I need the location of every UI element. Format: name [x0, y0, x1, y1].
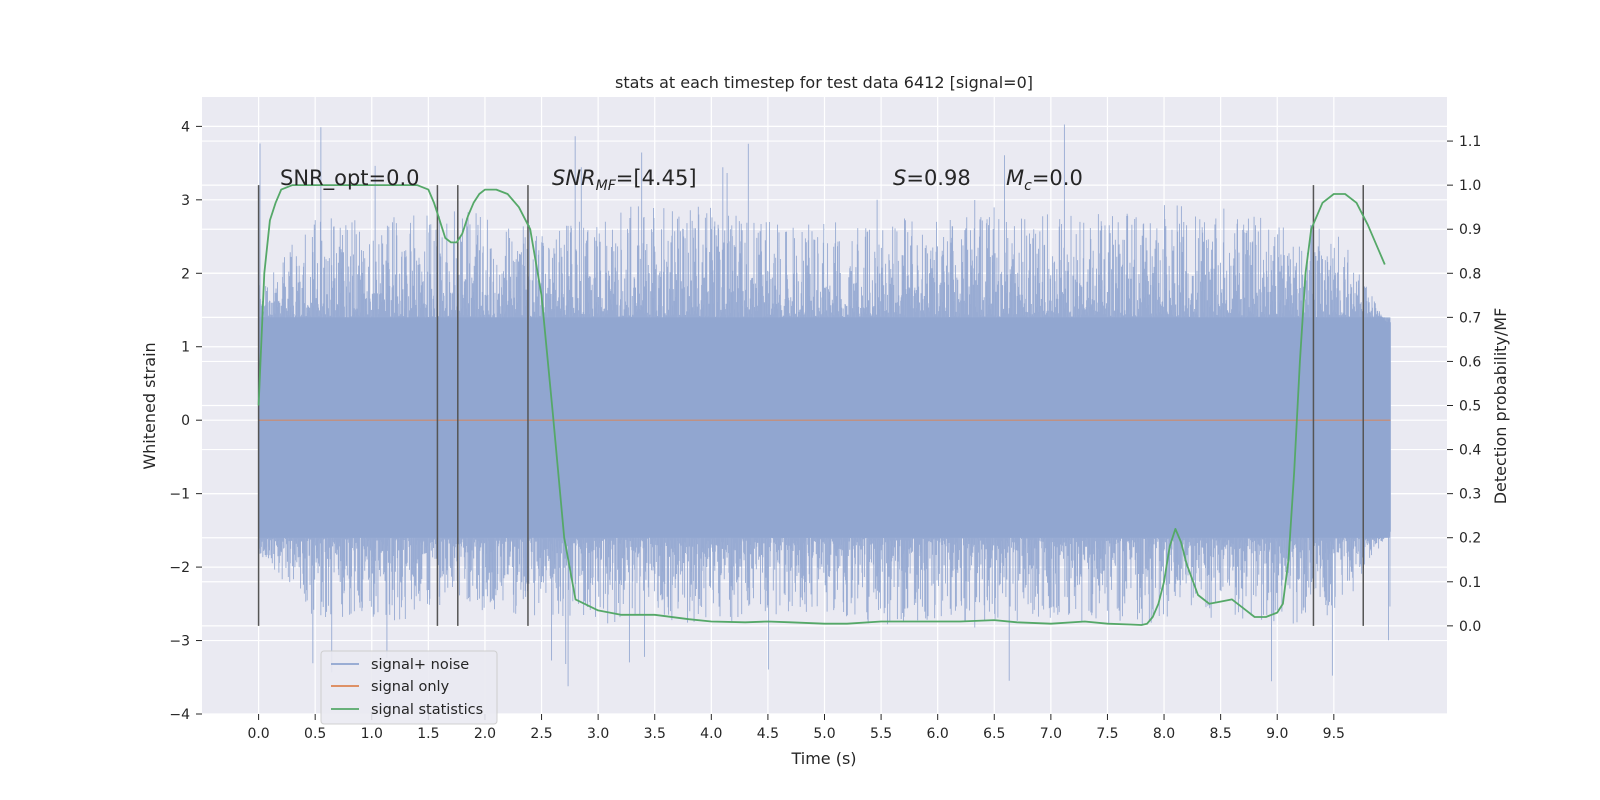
y2-tick-label: 0.5 — [1459, 399, 1481, 415]
x-tick-label: 1.0 — [361, 726, 383, 742]
y-axis-ticks: 4 3 2 1 0 −1 −2 −3 −4 — [169, 119, 202, 723]
x-tick-label: 0.5 — [304, 726, 326, 742]
y-tick-label: −2 — [169, 560, 190, 576]
y-tick-label: −3 — [169, 634, 190, 650]
y2-tick-label: 0.2 — [1459, 531, 1481, 547]
y2-tick-label: 0.6 — [1459, 354, 1481, 370]
series-signal-statistics — [257, 184, 1386, 626]
x-tick-label: 3.0 — [587, 726, 609, 742]
legend: signal+ noise signal only signal statist… — [320, 650, 498, 725]
y-tick-label: −1 — [169, 487, 190, 503]
x-tick-label: 7.5 — [1096, 726, 1118, 742]
annotation-s: S=0.98 — [893, 166, 971, 190]
y-tick-label: 0 — [181, 413, 190, 429]
x-tick-label: 9.5 — [1323, 726, 1345, 742]
y-tick-label: 2 — [181, 266, 190, 282]
x-tick-label: 3.5 — [644, 726, 666, 742]
annotation-mc: Mc=0.0 — [1006, 166, 1083, 194]
legend-label-signal-noise: signal+ noise — [371, 657, 469, 673]
x-tick-label: 4.5 — [757, 726, 779, 742]
y2-axis-label: Detection probability/MF — [1491, 308, 1510, 505]
x-tick-label: 9.0 — [1266, 726, 1288, 742]
x-tick-label: 6.0 — [927, 726, 949, 742]
legend-box — [320, 650, 498, 725]
x-tick-label: 4.0 — [700, 726, 722, 742]
x-tick-label: 8.5 — [1210, 726, 1232, 742]
y2-tick-label: 0.4 — [1459, 443, 1481, 459]
y2-tick-label: 1.0 — [1459, 178, 1481, 194]
y-tick-label: 1 — [181, 340, 190, 356]
x-tick-label: 7.0 — [1040, 726, 1062, 742]
x-tick-label: 5.0 — [813, 726, 835, 742]
x-tick-label: 8.0 — [1153, 726, 1175, 742]
x-tick-label: 1.5 — [417, 726, 439, 742]
chart-title: stats at each timestep for test data 641… — [615, 73, 1033, 92]
legend-label-signal-only: signal only — [371, 679, 450, 695]
y2-axis-ticks: 1.1 1.0 0.9 0.8 0.7 0.6 0.5 0.4 0.3 0.2 0.1 0.0 — [1447, 134, 1481, 635]
x-tick-label: 0.0 — [247, 726, 269, 742]
x-axis-ticks: 0.0 0.5 1.0 1.5 2.0 2.5 3.0 3.5 4.0 4.5 5.0 5.5 6.0 6… — [247, 714, 1345, 742]
x-tick-label: 5.5 — [870, 726, 892, 742]
signal-noise-core-band — [258, 317, 1391, 538]
series-signal-noise — [258, 124, 1391, 687]
y-tick-label: −4 — [169, 707, 190, 723]
annotation-snr-opt: SNR_opt=0.0 — [280, 166, 420, 191]
y2-tick-label: 0.9 — [1459, 222, 1481, 238]
x-tick-label: 6.5 — [983, 726, 1005, 742]
y-tick-label: 3 — [181, 193, 190, 209]
x-axis-label: Time (s) — [790, 749, 856, 768]
y2-tick-label: 0.7 — [1459, 310, 1481, 326]
x-tick-label: 2.5 — [530, 726, 552, 742]
y2-tick-label: 0.8 — [1459, 266, 1481, 282]
x-tick-label: 2.0 — [474, 726, 496, 742]
y-axis-label: Whitened strain — [140, 342, 159, 469]
y2-tick-label: 0.3 — [1459, 487, 1481, 503]
signal-statistics-line — [257, 184, 1386, 626]
y2-tick-label: 0.1 — [1459, 575, 1481, 591]
annotation-snr-mf: SNRMF=[4.45] — [552, 166, 697, 194]
vertical-markers — [257, 185, 1364, 626]
y2-tick-label: 0.0 — [1459, 619, 1481, 635]
y2-tick-label: 1.1 — [1459, 134, 1481, 150]
y-tick-label: 4 — [181, 119, 190, 135]
legend-label-signal-statistics: signal statistics — [371, 702, 483, 718]
